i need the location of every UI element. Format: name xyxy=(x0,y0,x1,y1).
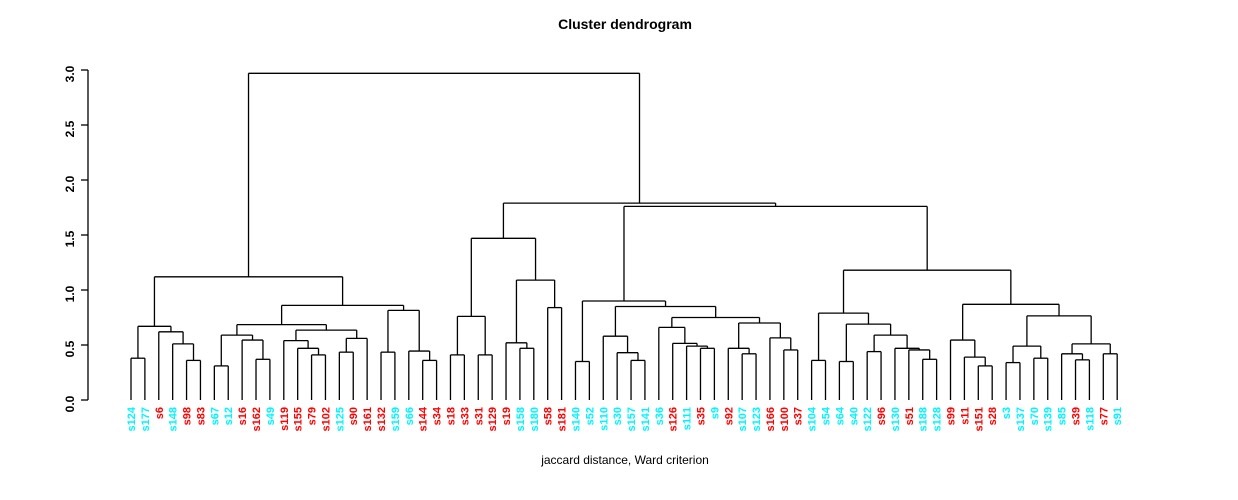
leaf-label: s125 xyxy=(334,407,346,431)
leaf-label: s16 xyxy=(237,407,249,425)
x-axis-caption: jaccard distance, Ward criterion xyxy=(541,453,709,467)
leaf-label: s119 xyxy=(279,407,291,431)
leaf-label: s128 xyxy=(932,407,944,431)
leaf-label: s39 xyxy=(1071,407,1083,425)
y-tick-label: 2.0 xyxy=(63,175,77,192)
leaf-label: s137 xyxy=(1015,407,1027,431)
leaf-label: s9 xyxy=(709,407,721,419)
leaf-label: s161 xyxy=(362,407,374,431)
leaf-label: s130 xyxy=(890,407,902,431)
y-tick-label: 1.5 xyxy=(63,230,77,247)
leaf-label: s85 xyxy=(1057,407,1069,425)
leaf-label: s111 xyxy=(682,407,694,430)
leaf-label: s28 xyxy=(987,407,999,425)
leaf-label: s49 xyxy=(265,407,277,425)
leaf-label: s144 xyxy=(418,406,430,431)
leaf-label: s158 xyxy=(515,407,527,431)
leaf-label: s132 xyxy=(376,407,388,431)
leaf-label: s100 xyxy=(779,407,791,431)
chart-title: Cluster dendrogram xyxy=(558,16,692,32)
leaf-label: s96 xyxy=(876,407,888,425)
leaf-label: s6 xyxy=(154,407,166,419)
leaf-label: s52 xyxy=(584,407,596,425)
dendrogram-tree xyxy=(130,72,1118,400)
leaf-label: s19 xyxy=(501,407,513,425)
leaf-label: s104 xyxy=(807,406,819,431)
leaf-label: s181 xyxy=(557,407,569,431)
leaf-label: s122 xyxy=(862,407,874,431)
leaf-label: s70 xyxy=(1029,407,1041,425)
y-tick-label: 1.0 xyxy=(63,285,77,302)
leaf-label: s79 xyxy=(307,407,319,425)
leaf-label: s139 xyxy=(1043,407,1055,431)
leaf-label: s37 xyxy=(793,407,805,425)
leaf-label: s34 xyxy=(432,406,444,425)
y-tick-label: 3.0 xyxy=(63,65,77,82)
leaf-label: s31 xyxy=(473,407,485,425)
leaf-label: s11 xyxy=(959,407,971,425)
leaf-label: s91 xyxy=(1112,407,1124,425)
leaf-label: s98 xyxy=(182,407,194,425)
leaf-label: s180 xyxy=(529,407,541,431)
leaf-label: s54 xyxy=(821,406,833,425)
leaf-label: s159 xyxy=(390,407,402,431)
leaf-label: s123 xyxy=(751,407,763,431)
leaf-label: s64 xyxy=(834,406,846,425)
leaf-label: s110 xyxy=(598,407,610,431)
y-axis: 0.0 0.5 1.0 1.5 2.0 2.5 3.0 xyxy=(63,65,89,412)
leaf-label: s155 xyxy=(293,407,305,431)
leaf-label: s92 xyxy=(723,407,735,425)
leaf-label: s33 xyxy=(459,407,471,425)
leaf-label: s35 xyxy=(695,407,707,425)
leaf-label: s140 xyxy=(570,407,582,431)
leaf-label: s12 xyxy=(223,407,235,425)
leaf-label: s36 xyxy=(654,407,666,425)
y-tick-label: 0.0 xyxy=(63,395,77,412)
leaf-label: s148 xyxy=(168,407,180,431)
leaf-label: s40 xyxy=(848,407,860,425)
leaf-labels: s124 s177 s6 s148 s98 s83 s67 s12 s16 s162 s49 s119… xyxy=(126,406,1124,431)
leaf-label: s51 xyxy=(904,407,916,425)
leaf-label: s151 xyxy=(973,407,985,431)
leaf-label: s102 xyxy=(320,407,332,431)
leaf-label: s141 xyxy=(640,407,652,431)
leaf-label: s3 xyxy=(1001,407,1013,419)
leaf-label: s58 xyxy=(543,407,555,425)
leaf-label: s166 xyxy=(765,407,777,431)
y-tick-label: 0.5 xyxy=(63,340,77,357)
leaf-label: s129 xyxy=(487,407,499,431)
leaf-label: s118 xyxy=(1084,407,1096,431)
leaf-label: s30 xyxy=(612,407,624,425)
leaf-label: s107 xyxy=(737,407,749,431)
y-tick-label: 2.5 xyxy=(63,120,77,137)
leaf-label: s188 xyxy=(918,407,930,431)
leaf-label: s18 xyxy=(445,407,457,425)
leaf-label: s177 xyxy=(140,407,152,431)
leaf-label: s90 xyxy=(348,407,360,425)
leaf-label: s77 xyxy=(1098,407,1110,425)
leaf-label: s162 xyxy=(251,407,263,431)
leaf-label: s124 xyxy=(126,406,138,431)
leaf-label: s99 xyxy=(946,407,958,425)
leaf-label: s157 xyxy=(626,407,638,431)
leaf-label: s83 xyxy=(195,407,207,425)
leaf-label: s66 xyxy=(404,407,416,425)
leaf-label: s67 xyxy=(209,407,221,425)
leaf-label: s126 xyxy=(668,407,680,431)
